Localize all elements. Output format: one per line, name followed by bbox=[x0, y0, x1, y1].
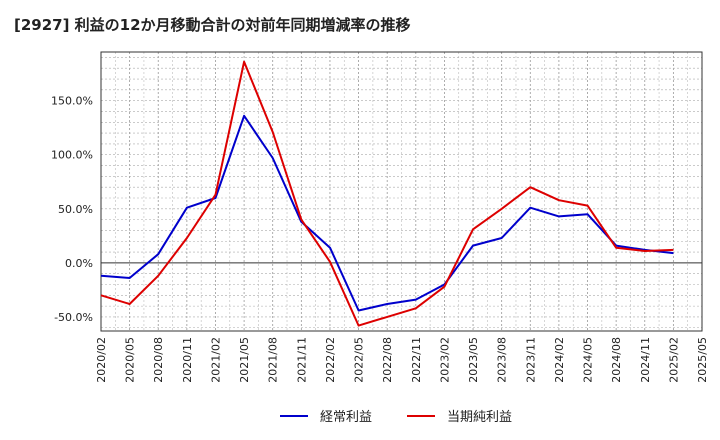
axis-layer: -50.0% 0.0% 50.0% 100.0% 150.0% 2020/02 2020/0… bbox=[51, 95, 709, 383]
x-tick-label: 2020/11 bbox=[181, 337, 194, 383]
x-tick-label: 2023/05 bbox=[467, 337, 480, 383]
x-tick-label: 2021/05 bbox=[238, 337, 251, 383]
x-tick-label: 2024/11 bbox=[639, 337, 652, 383]
legend-layer: 経常利益 当期純利益 bbox=[280, 410, 512, 425]
x-tick-label: 2023/08 bbox=[496, 337, 509, 383]
x-tick-label: 2021/08 bbox=[267, 337, 280, 383]
x-tick-label: 2024/08 bbox=[610, 337, 623, 383]
x-tick-label: 2024/05 bbox=[582, 337, 595, 383]
x-tick-label: 2020/08 bbox=[152, 337, 165, 383]
chart-title: [2927] 利益の12か月移動合計の対前年同期増減率の推移 bbox=[14, 16, 411, 34]
x-tick-label: 2020/02 bbox=[95, 337, 108, 383]
x-tick-label: 2022/02 bbox=[324, 337, 337, 383]
x-tick-label: 2022/05 bbox=[353, 337, 366, 383]
y-tick-label: 0.0% bbox=[65, 257, 93, 270]
series-line-1 bbox=[100, 60, 674, 327]
legend-label-0: 経常利益 bbox=[320, 410, 372, 425]
series-line-0 bbox=[100, 114, 674, 312]
x-tick-label: 2020/05 bbox=[124, 337, 137, 383]
plot-frame bbox=[100, 51, 703, 332]
y-tick-label: 50.0% bbox=[58, 203, 93, 216]
grid-layer bbox=[100, 52, 703, 331]
x-tick-label: 2024/02 bbox=[553, 337, 566, 383]
x-tick-label: 2023/02 bbox=[438, 337, 451, 383]
x-tick-label: 2021/11 bbox=[295, 337, 308, 383]
y-tick-label: 100.0% bbox=[51, 149, 93, 162]
series-layer bbox=[100, 60, 674, 327]
x-tick-label: 2023/11 bbox=[524, 337, 537, 383]
y-tick-label: 150.0% bbox=[51, 95, 93, 108]
x-tick-label: 2022/08 bbox=[381, 337, 394, 383]
legend-label-1: 当期純利益 bbox=[447, 410, 512, 425]
y-tick-label: -50.0% bbox=[54, 311, 93, 324]
x-tick-label: 2021/02 bbox=[209, 337, 222, 383]
x-tick-label: 2025/02 bbox=[667, 337, 680, 383]
x-tick-label: 2022/11 bbox=[410, 337, 423, 383]
x-tick-label: 2025/05 bbox=[696, 337, 709, 383]
